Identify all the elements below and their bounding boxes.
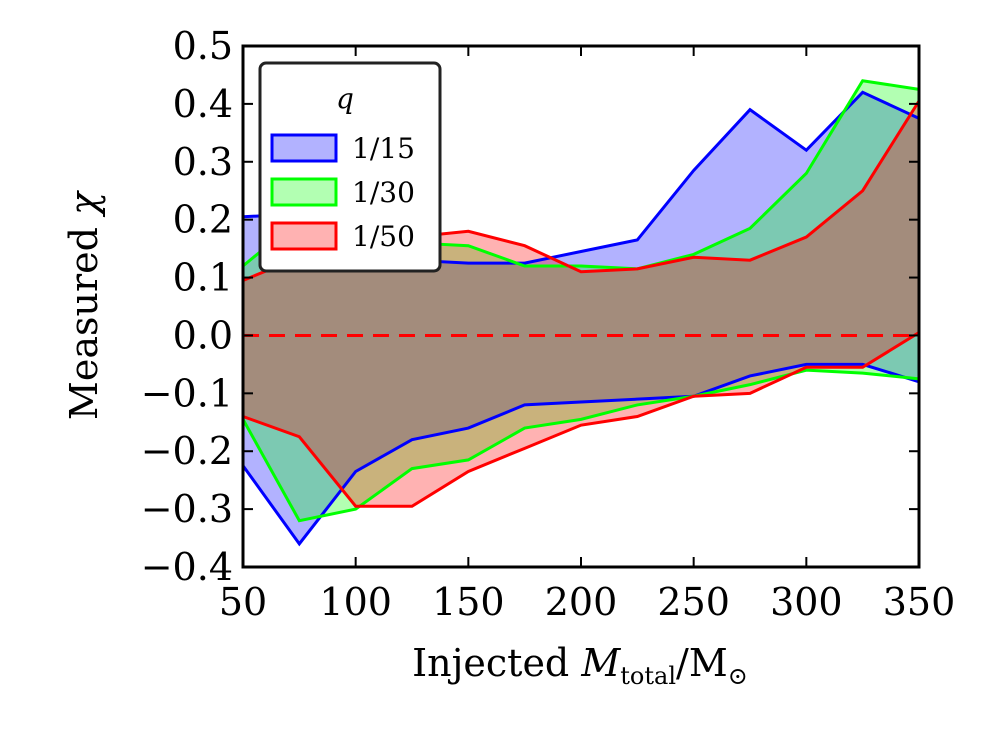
legend-entry-label: 1/50 — [352, 220, 415, 253]
y-axis-label: Measured χ — [62, 190, 106, 420]
band-fills — [243, 80, 919, 544]
tick-labels: 50 100 150 200 250 300 350 −0.4 −0.3 −0.2 −0.1 0.0 0… — [141, 24, 956, 624]
y-tick-label: −0.3 — [141, 487, 233, 531]
x-tick-label: 250 — [657, 580, 730, 624]
x-tick-label: 50 — [219, 580, 267, 624]
x-tick-label: 350 — [883, 580, 956, 624]
x-tick-label: 150 — [432, 580, 505, 624]
legend: q 1/15 1/30 1/50 — [258, 61, 442, 273]
x-tick-label: 300 — [770, 580, 843, 624]
y-tick-label: 0.2 — [173, 198, 233, 242]
band-fill-series-1 — [243, 80, 919, 521]
y-tick-label: 0.3 — [173, 140, 233, 184]
legend-entry-label: 1/30 — [352, 176, 415, 209]
x-tick-label: 100 — [319, 580, 392, 624]
lower-line-series-2 — [242, 331, 920, 508]
legend-swatch — [270, 177, 338, 207]
x-axis-label: Injected Mtotal/M⊙ — [412, 641, 748, 690]
x-tick-label: 200 — [545, 580, 618, 624]
y-tick-label: 0.5 — [173, 24, 233, 68]
axis-ticks — [242, 45, 920, 568]
legend-swatch — [270, 221, 338, 251]
y-tick-label: 0.4 — [173, 82, 233, 126]
band-fill-series-2 — [243, 100, 919, 507]
lower-line-series-0 — [241, 362, 920, 547]
y-tick-label: −0.2 — [141, 429, 233, 473]
y-tick-label: −0.1 — [141, 371, 233, 415]
y-tick-label: 0.0 — [173, 313, 233, 357]
band-fill-series-0 — [243, 92, 919, 544]
legend-box — [258, 61, 442, 273]
legend-entry-label: 1/15 — [352, 132, 415, 165]
y-tick-label: 0.1 — [173, 256, 233, 300]
legend-swatch — [270, 133, 338, 163]
lower-line-series-1 — [241, 368, 920, 523]
legend-title: q — [336, 82, 354, 115]
y-tick-label: −0.4 — [141, 545, 233, 589]
